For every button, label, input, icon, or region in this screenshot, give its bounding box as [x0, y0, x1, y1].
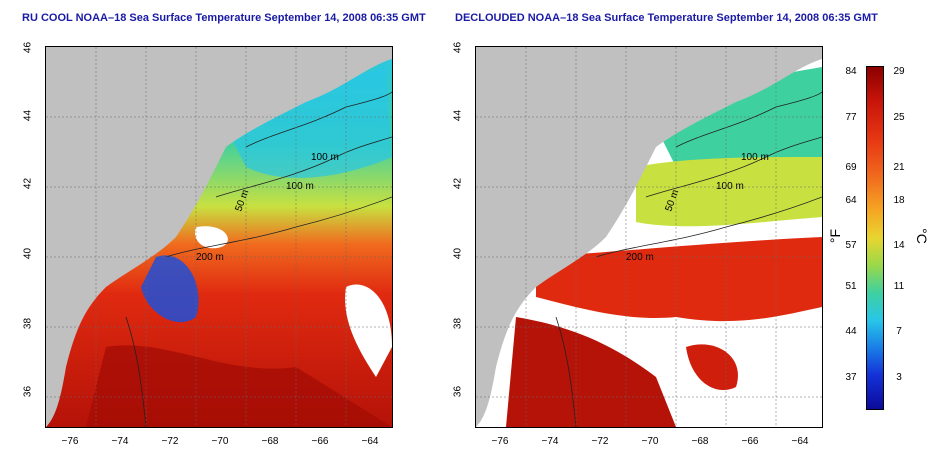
- x-tick-label: −66: [311, 436, 329, 447]
- y-tick-label: 46: [22, 41, 34, 54]
- y-tick-label: 42: [22, 177, 34, 190]
- fahrenheit-tick: 44: [845, 326, 857, 337]
- left-map-title: RU COOL NOAA–18 Sea Surface Temperature …: [22, 12, 426, 24]
- y-tick-label: 44: [22, 109, 34, 122]
- contour-label: 200 m: [626, 252, 654, 263]
- x-tick-label: −64: [791, 436, 809, 447]
- y-tick-label: 38: [452, 317, 464, 330]
- x-tick-label: −66: [741, 436, 759, 447]
- x-tick-label: −64: [361, 436, 379, 447]
- fahrenheit-tick: 64: [845, 195, 857, 206]
- celsius-tick: 14: [893, 240, 905, 251]
- contour-line: [555, 316, 577, 427]
- celsius-tick: 7: [896, 326, 902, 337]
- celsius-unit-label: °C: [913, 228, 930, 244]
- x-tick-label: −68: [691, 436, 709, 447]
- land-mass: [46, 47, 392, 427]
- y-tick-label: 38: [22, 317, 34, 330]
- sst-mid-region: [636, 157, 822, 227]
- x-tick-label: −72: [591, 436, 609, 447]
- y-tick-label: 44: [452, 109, 464, 122]
- cold-eddy: [141, 255, 199, 323]
- contour-label: 100 m: [716, 181, 744, 192]
- contour-label: 100 m: [741, 152, 769, 163]
- left-sst-map: 100 m 100 m 200 m 50 m: [45, 46, 393, 428]
- celsius-tick: 18: [893, 195, 905, 206]
- contour-line: [645, 136, 822, 198]
- fahrenheit-tick: 37: [845, 372, 857, 383]
- right-sst-map: 100 m 100 m 200 m 50 m: [475, 46, 823, 428]
- y-tick-label: 42: [452, 177, 464, 190]
- grid: [46, 47, 392, 427]
- warm-gulf-stream: [86, 345, 392, 427]
- contour-line: [675, 91, 822, 148]
- y-tick-label: 40: [22, 247, 34, 260]
- land-mass: [476, 47, 822, 427]
- contour-label: 100 m: [286, 181, 314, 192]
- colorbar: [866, 66, 884, 410]
- contour-line: [245, 91, 392, 148]
- grid: [476, 47, 822, 427]
- x-tick-label: −76: [61, 436, 79, 447]
- x-tick-label: −70: [641, 436, 659, 447]
- fahrenheit-unit-label: °F: [827, 228, 844, 244]
- sst-warm-patch: [686, 344, 738, 391]
- x-tick-label: −70: [211, 436, 229, 447]
- y-tick-label: 36: [22, 385, 34, 398]
- fahrenheit-tick: 77: [845, 112, 857, 123]
- celsius-tick: 3: [896, 372, 902, 383]
- celsius-tick: 11: [893, 281, 905, 292]
- x-tick-label: −74: [541, 436, 559, 447]
- x-tick-label: −72: [161, 436, 179, 447]
- y-tick-label: 40: [452, 247, 464, 260]
- left-map-canvas: 100 m 100 m 200 m 50 m: [46, 47, 392, 427]
- fahrenheit-tick: 51: [845, 281, 857, 292]
- sst-warm-region: [506, 317, 676, 427]
- fahrenheit-tick: 84: [845, 66, 857, 77]
- fahrenheit-tick: 69: [845, 162, 857, 173]
- right-map-canvas: 100 m 100 m 200 m 50 m: [476, 47, 822, 427]
- y-tick-label: 46: [452, 41, 464, 54]
- contour-label: 200 m: [196, 252, 224, 263]
- y-tick-label: 36: [452, 385, 464, 398]
- x-tick-label: −76: [491, 436, 509, 447]
- contour-label: 100 m: [311, 152, 339, 163]
- fahrenheit-tick: 57: [845, 240, 857, 251]
- x-tick-label: −74: [111, 436, 129, 447]
- contour-line: [125, 316, 147, 427]
- celsius-tick: 29: [893, 66, 905, 77]
- sst-warm-region: [536, 237, 822, 322]
- cloud-patch: [345, 284, 392, 377]
- contour-line: [215, 136, 392, 198]
- right-map-title: DECLOUDED NOAA–18 Sea Surface Temperatur…: [455, 12, 878, 24]
- cloud-patch: [195, 226, 228, 249]
- celsius-tick: 25: [893, 112, 905, 123]
- x-tick-label: −68: [261, 436, 279, 447]
- celsius-tick: 21: [893, 162, 905, 173]
